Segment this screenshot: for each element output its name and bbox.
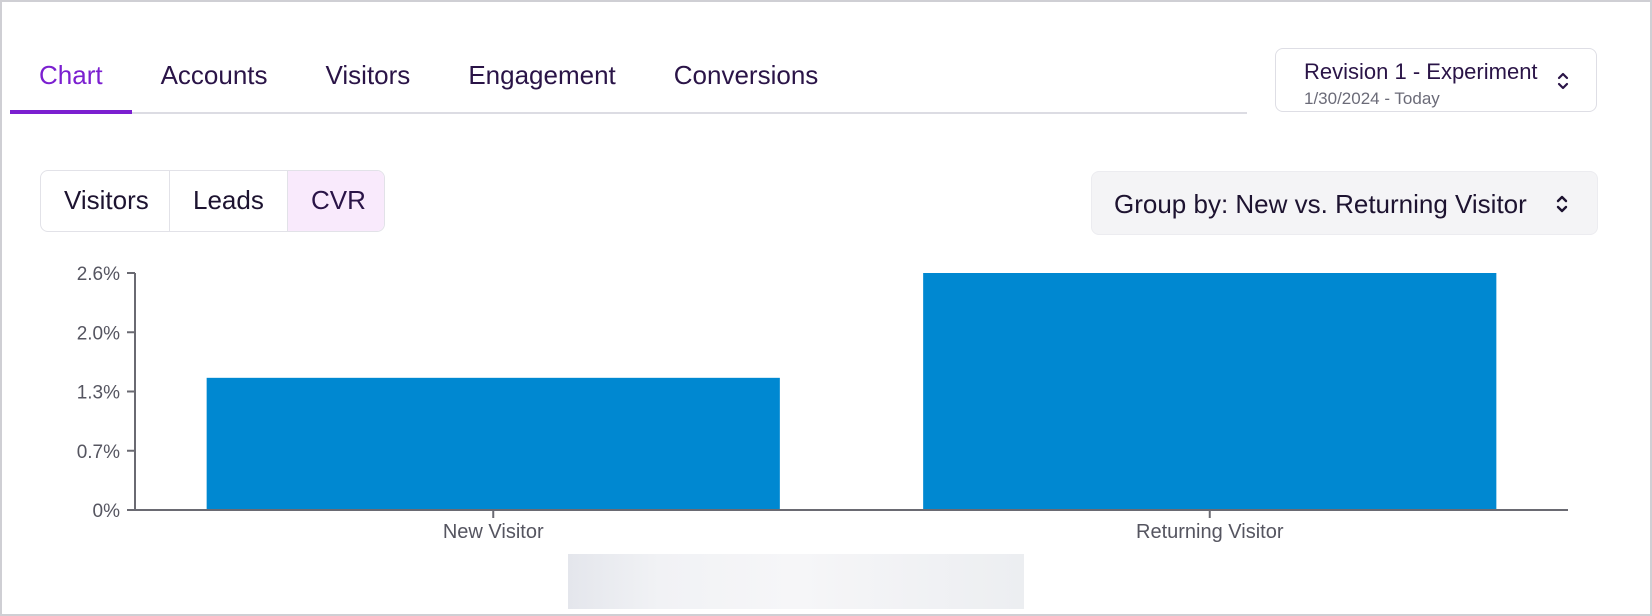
y-tick-label: 2.6% [77, 264, 120, 285]
metric-visitors-button[interactable]: Visitors [41, 171, 170, 231]
tab-conversions[interactable]: Conversions [673, 60, 819, 90]
bar-chart: New Visitor Returning Visitor 0% 0.7% 1.3% 2.… [77, 264, 1568, 543]
chart-bar [923, 273, 1497, 510]
tab-chart[interactable]: Chart [10, 48, 132, 114]
metric-cvr-button[interactable]: CVR [288, 171, 384, 231]
tab-bar: Chart Accounts Visitors Engagement Conve… [10, 48, 1247, 114]
redacted-area [568, 554, 1024, 609]
x-tick-label: New Visitor [443, 521, 544, 543]
y-tick-label: 1.3% [77, 383, 120, 404]
group-by-select[interactable]: Group by: New vs. Returning Visitor [1091, 171, 1598, 235]
metric-toggle: Visitors Leads CVR [40, 170, 385, 232]
y-tick-label: 0% [93, 501, 121, 522]
tab-visitors[interactable]: Visitors [325, 60, 411, 90]
group-by-label: Group by: New vs. Returning Visitor [1114, 189, 1527, 219]
x-tick-label: Returning Visitor [1136, 521, 1284, 543]
revision-title: Revision 1 - Experiment [1304, 59, 1538, 84]
y-tick-label: 2.0% [77, 323, 120, 344]
revision-selector[interactable]: Revision 1 - Experiment 1/30/2024 - Toda… [1275, 48, 1597, 112]
metric-leads-button[interactable]: Leads [170, 171, 288, 231]
y-tick-label: 0.7% [77, 442, 120, 463]
tab-accounts[interactable]: Accounts [160, 60, 268, 90]
chart-bar [206, 377, 780, 510]
tab-engagement[interactable]: Engagement [468, 60, 616, 90]
chevron-up-down-icon [1556, 195, 1568, 213]
revision-date-range: 1/30/2024 - Today [1304, 89, 1440, 108]
chevron-up-down-icon [1557, 72, 1569, 90]
